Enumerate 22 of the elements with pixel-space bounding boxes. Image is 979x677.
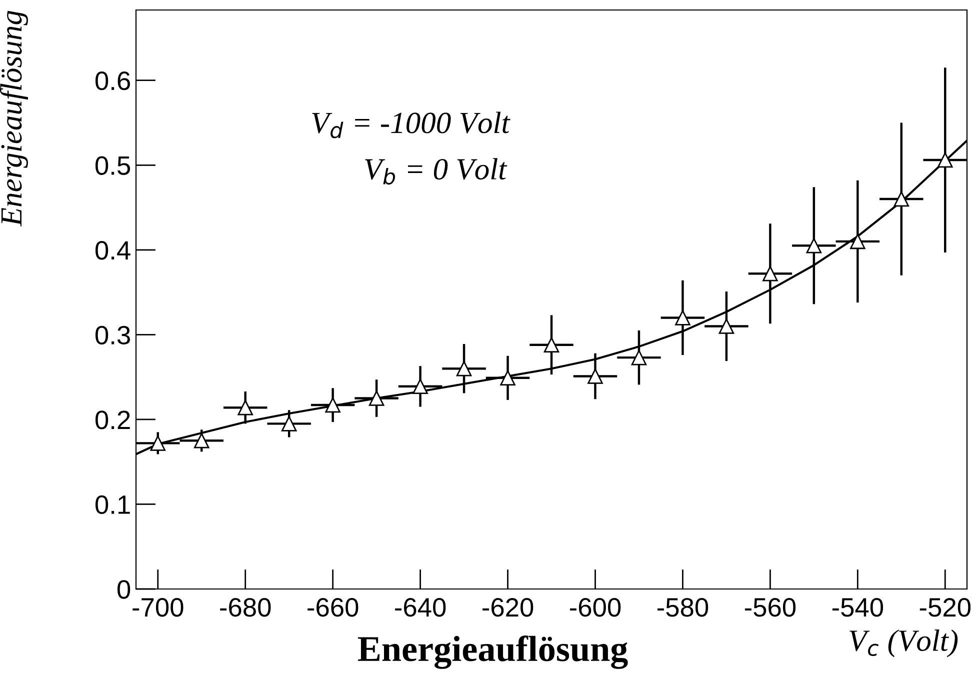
y-tick-label: 0.6 <box>95 71 130 90</box>
y-tick-label: 0 <box>117 580 130 599</box>
y-tick-label: 0.4 <box>95 241 130 260</box>
x-tick-label: -680 <box>220 598 271 617</box>
x-tick-label: -540 <box>832 598 884 617</box>
x-axis-title: V$_{c}$ (Volt) <box>850 630 958 658</box>
y-tick-label: 0.1 <box>95 495 130 514</box>
y-axis-title: Energieauflösung <box>0 10 28 226</box>
x-tick-label: -620 <box>482 598 534 617</box>
y-tick-label: 0.2 <box>95 410 130 430</box>
x-tick-label: -600 <box>570 598 621 617</box>
annotation: V$_{d}$ = -1000 Volt <box>312 112 510 138</box>
y-tick-label: 0.3 <box>95 326 130 344</box>
x-tick-label: -520 <box>920 598 971 617</box>
x-tick-label: -700 <box>132 598 184 617</box>
y-tick-label: 0.5 <box>95 156 130 175</box>
x-tick-label: -580 <box>657 598 708 617</box>
x-tick-label: -660 <box>308 598 358 617</box>
text: Energieauflösung <box>358 635 628 669</box>
annotation: V$_{b}$ = 0 Volt <box>365 158 508 185</box>
x-tick-label: -640 <box>395 598 446 617</box>
x-tick-label: -560 <box>744 598 796 617</box>
